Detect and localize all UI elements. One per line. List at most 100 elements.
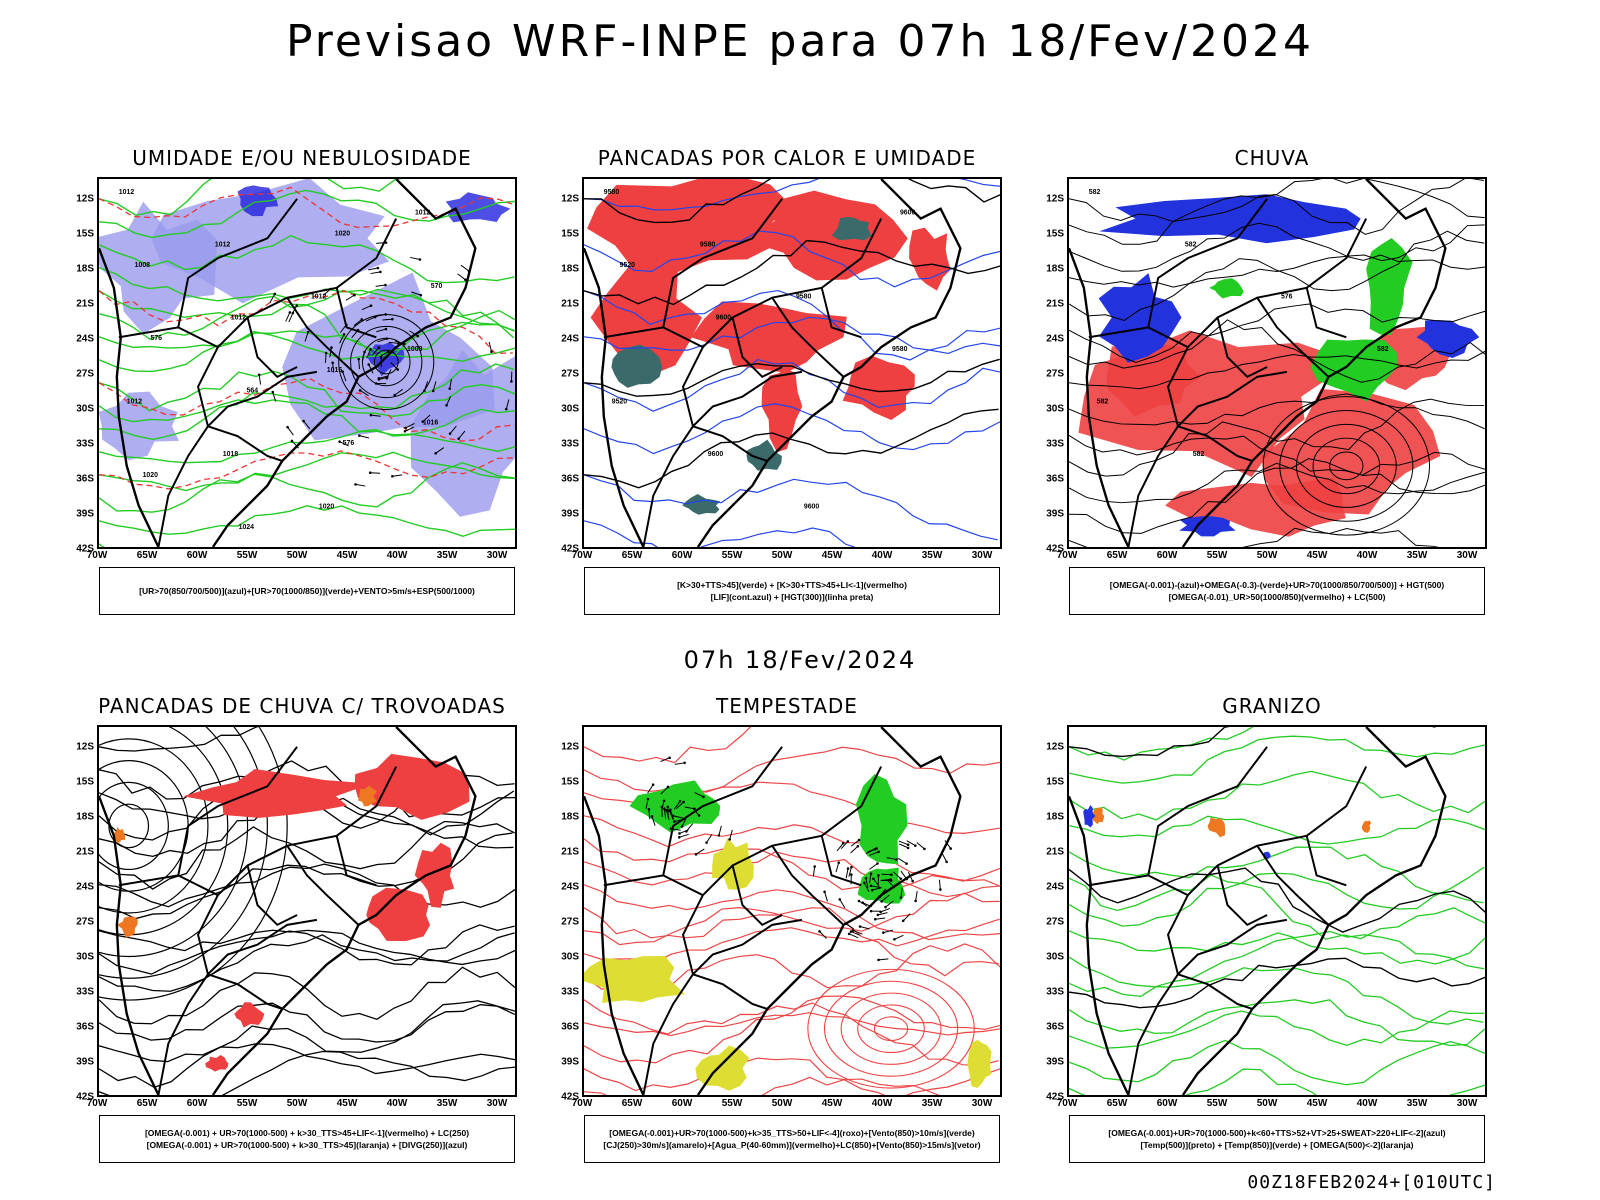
wind-vector — [645, 798, 649, 809]
wind-vector — [449, 425, 457, 434]
wind-vector — [647, 784, 654, 794]
coastline — [99, 179, 477, 547]
contour-label: 9600 — [716, 314, 732, 321]
wind-vector — [886, 857, 897, 861]
state-border — [196, 894, 219, 975]
state-border — [1177, 425, 1253, 462]
lat-tick-label: 24S — [561, 881, 579, 893]
rain-red-area — [1165, 477, 1346, 537]
state-border — [207, 425, 283, 462]
lon-tick-label: 50W — [286, 1098, 308, 1109]
state-border — [662, 746, 783, 876]
wind-vector — [874, 917, 877, 921]
lat-tick-label: 33S — [561, 438, 579, 450]
panel-title: PANCADAS DE CHUVA C/ TROVOADAS — [98, 694, 506, 718]
contour-label: 1018 — [223, 451, 239, 458]
wind-vector — [847, 932, 851, 936]
wind-vector — [457, 273, 466, 281]
humidity-green-contour — [99, 543, 105, 547]
wind-vector — [915, 891, 918, 901]
state-border — [196, 346, 219, 427]
instability-red-area — [738, 190, 908, 281]
wind-vector — [672, 815, 683, 819]
lat-tick-label: 21S — [561, 846, 579, 858]
state-border — [1166, 894, 1189, 975]
instability-red-area — [590, 261, 702, 375]
contour-label: 576 — [151, 335, 163, 342]
humidity-green-contour — [99, 370, 515, 418]
contour-label: 582 — [1089, 189, 1101, 196]
wind-vector — [661, 800, 665, 811]
wind-vector — [342, 333, 346, 336]
wind-vector — [290, 439, 294, 443]
contour-label: 1008 — [135, 262, 151, 269]
wind-vector — [366, 349, 372, 359]
wind-vector — [368, 267, 379, 271]
wind-vector — [663, 807, 666, 810]
wind-vector — [848, 933, 859, 939]
wind-vector — [272, 391, 277, 402]
wind-vector — [331, 361, 334, 365]
lon-tick-label: 65W — [621, 1098, 643, 1109]
thunderstorm-red-area — [205, 1055, 229, 1072]
wind-vector — [938, 879, 941, 890]
state-border — [692, 973, 768, 1010]
wind-vector — [359, 389, 369, 397]
legend-line: [OMEGA(-0.01)_UR>50(1000/850)(vermelho) … — [1168, 592, 1386, 602]
wind-vector — [705, 841, 708, 844]
wind-vector — [660, 757, 670, 762]
thunderstorm-red-area — [183, 768, 372, 818]
state-border — [1216, 317, 1268, 379]
wind-vector — [678, 832, 681, 835]
wind-vector — [422, 414, 431, 423]
wind-vector — [857, 899, 861, 903]
lat-axis: 12S 15S 18S 21S 24S 27S 30S 33S 36S 39S 42S — [547, 177, 581, 555]
thickness-contour — [99, 290, 513, 355]
lat-tick-label: 42S — [1046, 543, 1064, 555]
contour-label: 582 — [1377, 346, 1389, 353]
wind-vector — [647, 808, 651, 811]
lon-tick-label: 40W — [386, 550, 408, 561]
wind-vector — [876, 862, 879, 865]
lat-tick-label: 27S — [76, 368, 94, 380]
legend-line: [K>30+TTS>45](verde) + [K>30+TTS>45+LI<-… — [677, 580, 907, 590]
wind-vector — [665, 809, 668, 812]
wind-vector — [306, 330, 310, 334]
state-border — [1088, 218, 1368, 349]
lat-axis: 12S 15S 18S 21S 24S 27S 30S 33S 36S 39S 42S — [547, 725, 581, 1103]
wind-vector — [856, 844, 860, 848]
lat-tick-label: 21S — [76, 298, 94, 310]
wind-vector — [379, 355, 383, 359]
wind-vector — [258, 374, 262, 385]
panel-title: CHUVA — [1234, 146, 1310, 170]
wind-vector — [394, 388, 403, 396]
coastline — [99, 727, 477, 1095]
legend-box: [OMEGA(-0.001)-(azul)+OMEGA(-0.3)-(verde… — [1069, 567, 1485, 615]
contour-label: 1012 — [119, 189, 135, 196]
wind-vector — [846, 867, 850, 870]
wind-vector — [728, 838, 731, 841]
temp850-contour — [1069, 846, 1484, 904]
legend-line: [OMEGA(-0.001)-(azul)+OMEGA(-0.3)-(verde… — [1109, 580, 1445, 590]
wind-vector — [695, 848, 705, 855]
lat-tick-label: 33S — [561, 986, 579, 998]
contour-label: 582 — [1097, 399, 1109, 406]
lat-tick-label: 36S — [561, 473, 579, 485]
wind-vector — [718, 825, 722, 836]
lon-tick-label: 50W — [1256, 550, 1278, 561]
hgt500-contour — [1069, 398, 1485, 477]
lat-tick-label: 39S — [76, 508, 94, 520]
lat-tick-label: 18S — [1046, 263, 1064, 275]
contour-label: 576 — [1281, 294, 1293, 301]
state-border — [177, 198, 298, 328]
jet-yellow-area — [695, 1045, 750, 1091]
wind-vector — [686, 823, 694, 832]
lat-tick-label: 42S — [76, 1091, 94, 1103]
lc850-contour — [584, 1012, 1000, 1037]
wind-vector — [419, 293, 423, 297]
wind-vector — [850, 839, 860, 847]
footer-run-label: 00Z18FEB2024+[010UTC] — [1247, 1172, 1496, 1193]
jet-yellow-area — [967, 1039, 992, 1088]
wind-vector — [393, 393, 396, 397]
wind-vector — [377, 346, 381, 349]
